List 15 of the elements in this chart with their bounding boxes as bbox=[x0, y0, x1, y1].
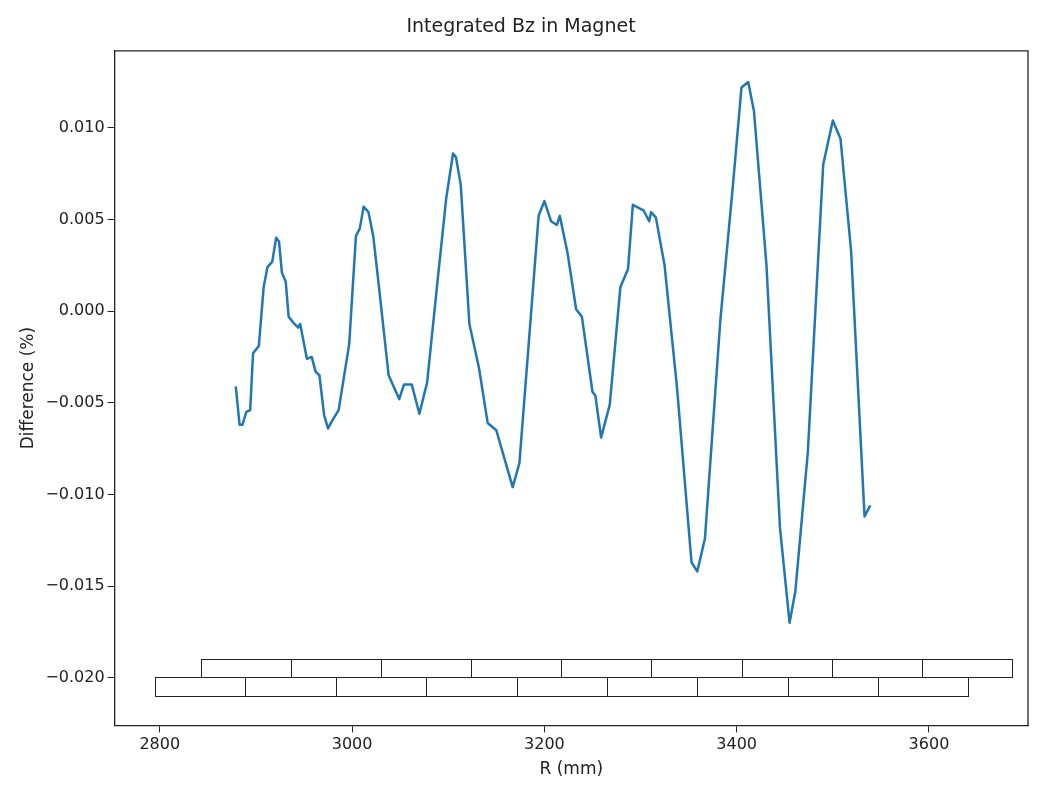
y-axis-title: Difference (%) bbox=[16, 326, 37, 450]
y-tick-label: 0.000 bbox=[58, 300, 105, 320]
chart-title: Integrated Bz in Magnet bbox=[406, 14, 636, 37]
x-tick-label: 3400 bbox=[716, 734, 758, 754]
x-tick-label: 3600 bbox=[908, 734, 950, 754]
x-tick-label: 3200 bbox=[524, 734, 565, 754]
y-tick-label: −0.005 bbox=[45, 391, 105, 411]
x-tick-label: 2800 bbox=[139, 734, 181, 754]
x-tick-label: 3000 bbox=[331, 734, 373, 754]
y-tick-label: −0.015 bbox=[45, 575, 105, 595]
y-tick-label: −0.010 bbox=[45, 483, 105, 503]
x-axis-title: R (mm) bbox=[539, 758, 604, 779]
y-tick-label: 0.005 bbox=[58, 208, 105, 228]
y-tick-label: −0.020 bbox=[45, 666, 105, 686]
y-tick-label: 0.010 bbox=[58, 116, 105, 136]
